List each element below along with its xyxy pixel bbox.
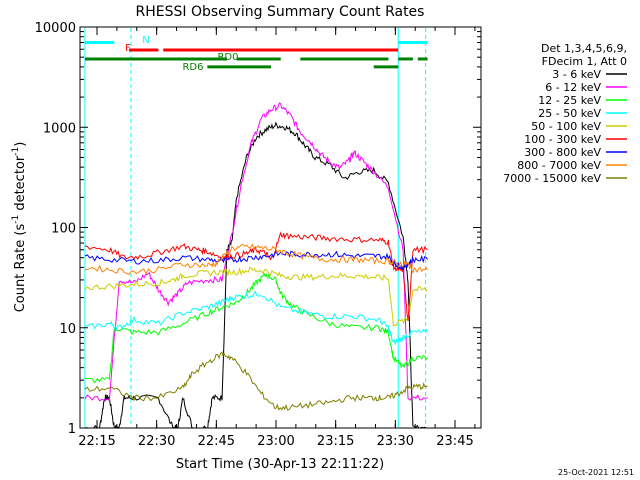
legend-entry-label-7: 800 - 7000 keV <box>517 159 601 172</box>
legend-entry-label-1: 6 - 12 keV <box>545 81 601 94</box>
y-axis-label-part: -1 <box>11 215 21 224</box>
series-line-0 <box>84 121 428 430</box>
x-tick-label-4: 23:15 <box>317 434 354 449</box>
series-line-5 <box>84 231 428 322</box>
x-tick-label-6: 23:45 <box>436 434 473 449</box>
x-tick-label-3: 23:00 <box>257 434 294 449</box>
x-tick-label-5: 23:30 <box>377 434 414 449</box>
series-line-1 <box>84 102 428 402</box>
series-line-7 <box>84 243 428 276</box>
y-tick-label-0: 1 <box>68 422 76 437</box>
legend-entry-label-0: 3 - 6 keV <box>552 68 601 81</box>
legend-entry-label-2: 12 - 25 keV <box>538 94 601 107</box>
y-tick-label-4: 10000 <box>35 21 76 36</box>
legend-entry-label-5: 100 - 300 keV <box>524 133 601 146</box>
chart-title: RHESSI Observing Summary Count Rates <box>136 4 425 20</box>
x-tick-label-2: 22:45 <box>198 434 235 449</box>
legend-entry-label-8: 7000 - 15000 keV <box>503 172 601 185</box>
series-line-3 <box>84 290 429 345</box>
x-tick-label-0: 22:15 <box>78 434 115 449</box>
y-tick-label-1: 10 <box>59 322 76 337</box>
legend: Det 1,3,4,5,6,9,FDecim 1, Att 03 - 6 keV… <box>503 42 627 185</box>
legend-header-0: Det 1,3,4,5,6,9, <box>541 42 627 55</box>
y-axis-label-part: detector <box>13 155 28 215</box>
legend-entry-label-3: 25 - 50 keV <box>538 107 601 120</box>
y-axis-label-part: -1 <box>11 147 21 156</box>
y-tick-label-2: 100 <box>51 222 76 237</box>
legend-entry-label-4: 50 - 100 keV <box>531 120 601 133</box>
x-tick-label-1: 22:30 <box>138 434 175 449</box>
y-axis-label-part: ) <box>13 142 28 147</box>
y-axis-label-part: Count Rate (s <box>13 224 28 313</box>
flag-label-f: F <box>125 43 131 54</box>
y-axis-label: Count Rate (s-1 detector-1) <box>11 142 28 313</box>
y-tick-label-3: 1000 <box>43 121 76 136</box>
x-axis-label: Start Time (30-Apr-13 22:11:22) <box>176 457 384 472</box>
plot-area: 22:15 22:30 22:45 23:00 23:15 23:30 23:45 1 10 10… <box>35 21 482 449</box>
plot-frame <box>79 26 482 429</box>
series-line-4 <box>84 266 428 327</box>
flag-label-rd6: RD6 <box>182 62 203 73</box>
series-line-8 <box>84 351 428 411</box>
series-line-2 <box>84 272 428 384</box>
legend-entry-label-6: 300 - 800 keV <box>524 146 601 159</box>
flag-label-rd0: RD0 <box>217 52 238 63</box>
series-line-6 <box>84 250 429 271</box>
legend-header-1: FDecim 1, Att 0 <box>542 55 627 68</box>
flag-label-n: N <box>142 35 149 46</box>
timestamp: 25-Oct-2021 12:51 <box>558 468 634 477</box>
